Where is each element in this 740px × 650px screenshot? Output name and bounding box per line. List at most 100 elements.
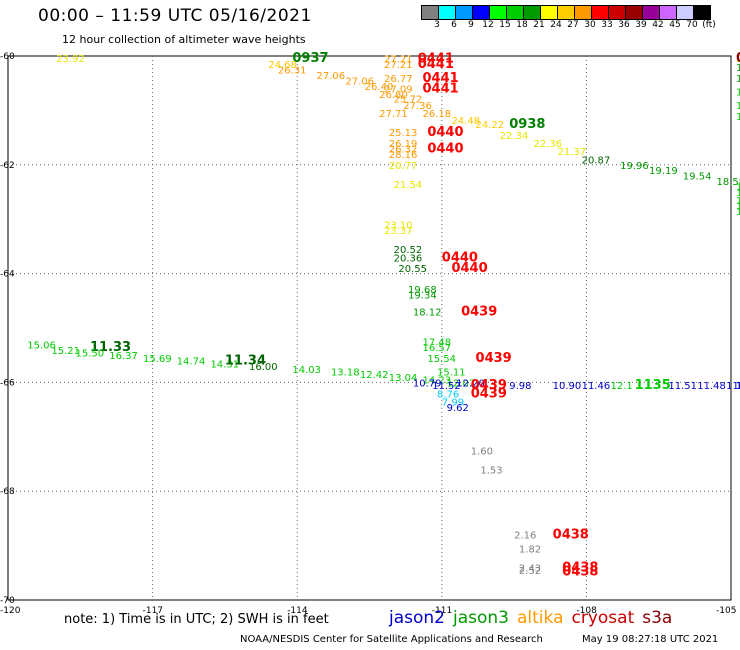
wave-height-value: 19.75	[736, 63, 740, 74]
pass-time-label: 0439	[476, 351, 512, 366]
wave-height-value: 17.48	[423, 338, 452, 349]
pass-time-label: 11.33	[90, 340, 131, 355]
wave-height-value: 27.06	[345, 76, 374, 87]
wave-height-value: 18.12	[413, 308, 442, 319]
wave-height-value: 12.42	[360, 370, 389, 381]
wave-height-value: 24.68	[268, 60, 297, 71]
wave-height-value: 17.75	[736, 183, 740, 194]
wave-height-value: 8.76	[437, 389, 459, 400]
scale-label: 70	[686, 20, 698, 30]
wave-height-value: 27.36	[403, 101, 432, 112]
wave-height-value: 19.96	[620, 161, 649, 172]
wave-height-value: 15.06	[736, 207, 740, 218]
wave-height-value: 25.72	[394, 94, 423, 105]
legend-jason2: jason2	[389, 608, 445, 628]
scale-swatch	[677, 6, 694, 19]
scale-swatch	[456, 6, 473, 19]
wave-height-value: 16.57	[423, 343, 452, 354]
pass-time-label: 0438	[562, 565, 598, 580]
scale-swatch	[609, 6, 626, 19]
wave-height-value: 27.06	[316, 71, 345, 82]
legend-s3a: s3a	[642, 608, 673, 628]
wave-height-value: 1.60	[471, 446, 493, 457]
wave-height-value: 25.13	[389, 128, 418, 139]
pass-time-label: 0441	[423, 82, 459, 97]
wave-height-value: 1.53	[480, 465, 502, 476]
wave-height-value: 26.31	[278, 66, 307, 77]
scale-label: 6	[451, 20, 457, 30]
wave-height-value: 26.40	[365, 82, 394, 93]
scale-swatch	[575, 6, 592, 19]
wave-height-value: 15.21	[51, 346, 80, 357]
wave-height-value: 11.48	[697, 381, 726, 392]
scale-swatch	[660, 6, 677, 19]
scale-label: 12	[482, 20, 494, 30]
wave-height-value: 15.54	[427, 354, 456, 365]
scale-label: 24	[550, 20, 562, 30]
scale-swatch	[592, 6, 609, 19]
scale-swatch	[541, 6, 558, 19]
scale-swatch	[507, 6, 524, 19]
footer-timestamp: May 19 08:27:18 UTC 2021	[582, 634, 719, 645]
wave-height-value: 22.34	[500, 131, 529, 142]
legend-jason3: jason3	[453, 608, 509, 628]
scale-label: 21	[533, 20, 545, 30]
scale-label: 30	[584, 20, 596, 30]
scale-label: 18	[516, 20, 528, 30]
wave-height-value: 26.80	[379, 90, 408, 101]
wave-height-value: 15.11	[437, 368, 466, 379]
wave-height-color-scale	[421, 5, 711, 20]
wave-height-value: 26.18	[423, 109, 452, 120]
wave-height-value: 15.06	[27, 340, 56, 351]
wave-height-value: 10.90	[553, 381, 582, 392]
longitude-tick-label: -111	[432, 606, 452, 616]
pass-time-label: 0439	[461, 305, 497, 320]
pass-time-label: 0440	[442, 250, 478, 265]
wave-height-value: 19.34	[408, 290, 437, 301]
wave-height-value: 19.79	[736, 74, 740, 85]
latitude-tick-label: -60	[0, 52, 15, 62]
scale-label: 42	[652, 20, 664, 30]
scale-swatch	[422, 6, 439, 19]
wave-height-value: 18.58	[717, 177, 740, 188]
wave-height-value: 24.48	[451, 116, 480, 127]
legend-altika: altika	[517, 608, 564, 628]
longitude-tick-label: -108	[576, 606, 597, 616]
footer-credit: NOAA/NESDIS Center for Satellite Applica…	[240, 634, 543, 645]
scale-label: 27	[567, 20, 579, 30]
wave-height-value: 2.52	[519, 566, 541, 577]
pass-time-label: 1135	[635, 378, 671, 393]
wave-height-value: 16.86	[736, 87, 740, 98]
axis-tick-labels: -120 -117 -114 -111 -108 -105 -60 -62 -64 -66 -68 -…	[0, 52, 736, 616]
wave-height-value: 17.44	[736, 112, 740, 123]
wave-height-value: 11.51	[668, 381, 697, 392]
wave-height-value: 9.98	[509, 381, 531, 392]
wave-height-value: 15.50	[75, 348, 104, 359]
map-frame	[7, 55, 732, 601]
wave-height-value: 12.07	[447, 378, 476, 389]
longitude-tick-label: -117	[143, 606, 163, 616]
wave-height-value: 14.31	[210, 359, 239, 370]
wave-height-value: 27.21	[384, 60, 413, 71]
wave-height-value: 16.00	[249, 362, 278, 373]
wave-height-value: 11.53	[736, 381, 740, 392]
wave-height-value: 15.69	[143, 354, 172, 365]
pass-time-label: 0441	[423, 71, 459, 86]
wave-height-value: 24.22	[476, 120, 505, 131]
map-grid	[7, 55, 732, 601]
longitude-tick-label: -105	[716, 606, 736, 616]
wave-height-value: 17.21	[736, 188, 740, 199]
map-note: note: 1) Time is in UTC; 2) SWH is in fe…	[64, 612, 329, 627]
pass-time-label: 0438	[553, 528, 589, 543]
wave-height-value: 28.16	[389, 150, 418, 161]
wave-height-value: 14.74	[177, 357, 206, 368]
wave-height-value: 11.52	[432, 381, 461, 392]
longitude-tick-label: -120	[0, 606, 21, 616]
latitude-tick-label: -66	[0, 378, 15, 388]
scale-swatch	[439, 6, 456, 19]
wave-height-value: 27.21	[384, 55, 413, 66]
wave-height-value: 9.62	[447, 403, 469, 414]
legend-cryosat: cryosat	[571, 608, 635, 628]
wave-height-value: 11.46	[582, 381, 611, 392]
wave-height-value: 16.09	[736, 196, 740, 207]
